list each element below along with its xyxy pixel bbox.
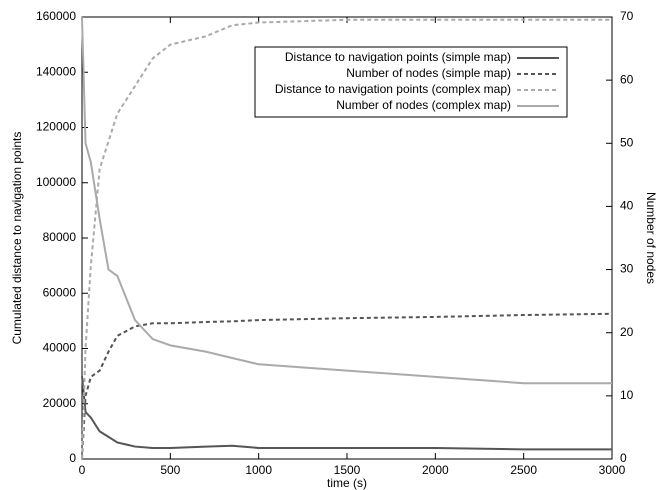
x-tick-label: 3000 [599, 463, 626, 477]
legend-label: Distance to navigation points (complex m… [275, 82, 511, 96]
x-tick-label: 0 [79, 463, 86, 477]
y2-tick-label: 0 [620, 451, 627, 465]
y-tick-label: 40000 [43, 341, 77, 355]
y-axis-label: Cumulated distance to navigation points [10, 132, 24, 345]
y2-tick-label: 40 [620, 199, 634, 213]
y2-tick-label: 20 [620, 325, 634, 339]
x-tick-label: 2000 [422, 463, 449, 477]
legend-label: Number of nodes (complex map) [336, 98, 511, 112]
y-tick-label: 20000 [43, 396, 77, 410]
y2-axis-label: Number of nodes [644, 192, 658, 284]
x-tick-label: 1000 [245, 463, 272, 477]
y-tick-label: 60000 [43, 285, 77, 299]
y-tick-label: 100000 [36, 175, 76, 189]
y-tick-label: 0 [69, 451, 76, 465]
y-tick-label: 120000 [36, 120, 76, 134]
y-tick-label: 80000 [43, 230, 77, 244]
y2-tick-label: 10 [620, 388, 634, 402]
series-line [81, 376, 612, 451]
y2-tick-label: 30 [620, 262, 634, 276]
series-line [81, 312, 613, 460]
y2-tick-label: 50 [620, 135, 634, 149]
series-line [81, 16, 612, 385]
y2-tick-label: 60 [620, 72, 634, 86]
x-axis-label: time (s) [327, 476, 367, 490]
legend-label: Distance to navigation points (simple ma… [285, 50, 511, 64]
legend-label: Number of nodes (simple map) [346, 66, 511, 80]
legend-box [254, 46, 568, 118]
x-tick-label: 2500 [510, 463, 537, 477]
y2-tick-label: 70 [620, 9, 634, 23]
y-tick-label: 140000 [36, 64, 76, 78]
y-tick-label: 160000 [36, 9, 76, 23]
series-line [81, 18, 612, 460]
x-tick-label: 500 [160, 463, 180, 477]
x-tick-label: 1500 [334, 463, 361, 477]
